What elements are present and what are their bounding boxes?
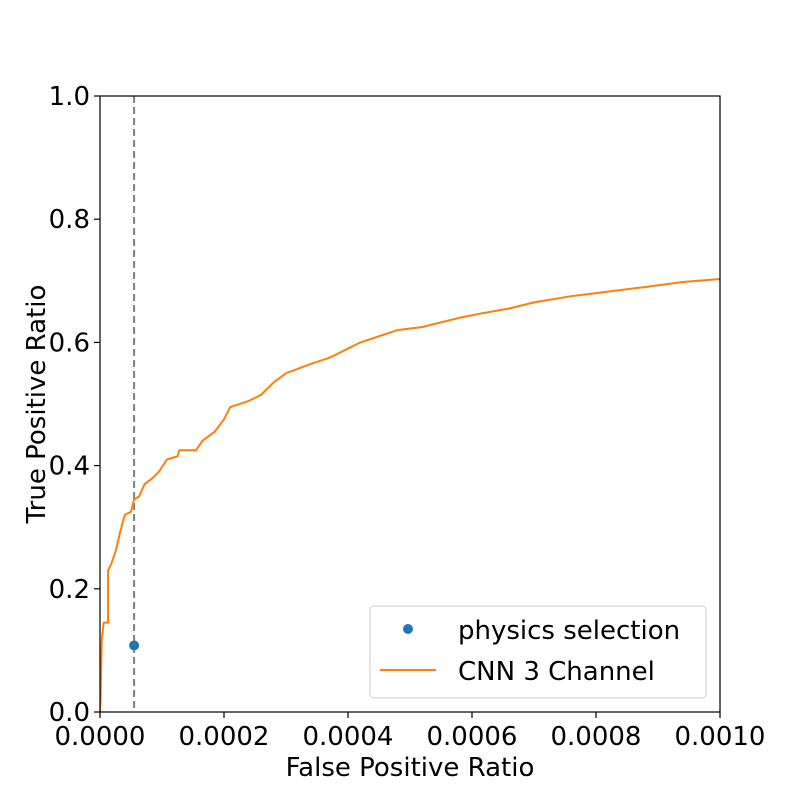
- legend-marker-physics-selection: [403, 624, 413, 634]
- legend-label-cnn-3-channel: CNN 3 Channel: [458, 657, 655, 687]
- y-tick-label: 0.2: [49, 575, 90, 605]
- x-tick-label: 0.0008: [551, 722, 642, 752]
- plot-frame: [99, 95, 721, 713]
- y-axis: 0.0 0.2 0.4 0.6 0.8 1.0: [49, 82, 100, 728]
- x-tick-label: 0.0002: [179, 722, 270, 752]
- y-tick-label: 1.0: [49, 82, 90, 112]
- y-tick-label: 0.4: [49, 452, 90, 482]
- legend-label-physics-selection: physics selection: [458, 616, 680, 646]
- y-tick-label: 0.0: [49, 698, 90, 728]
- x-axis: 0.0000 0.0002 0.0004 0.0006 0.0008 0.0010: [55, 712, 766, 752]
- y-tick-label: 0.6: [49, 328, 90, 358]
- plot-area: [100, 96, 720, 712]
- data-point-physics-selection: [129, 640, 140, 651]
- series-line-cnn-3-channel: [100, 277, 720, 712]
- y-axis-title: True Positive Ratio: [22, 285, 52, 525]
- x-tick-label: 0.0010: [675, 722, 766, 752]
- legend-box: [369, 605, 707, 699]
- x-tick-label: 0.0000: [55, 722, 146, 752]
- x-tick-label: 0.0006: [427, 722, 518, 752]
- legend: physics selection CNN 3 Channel: [369, 605, 707, 699]
- x-axis-title: False Positive Ratio: [286, 753, 535, 783]
- y-tick-label: 0.8: [49, 205, 90, 235]
- x-tick-label: 0.0004: [303, 722, 394, 752]
